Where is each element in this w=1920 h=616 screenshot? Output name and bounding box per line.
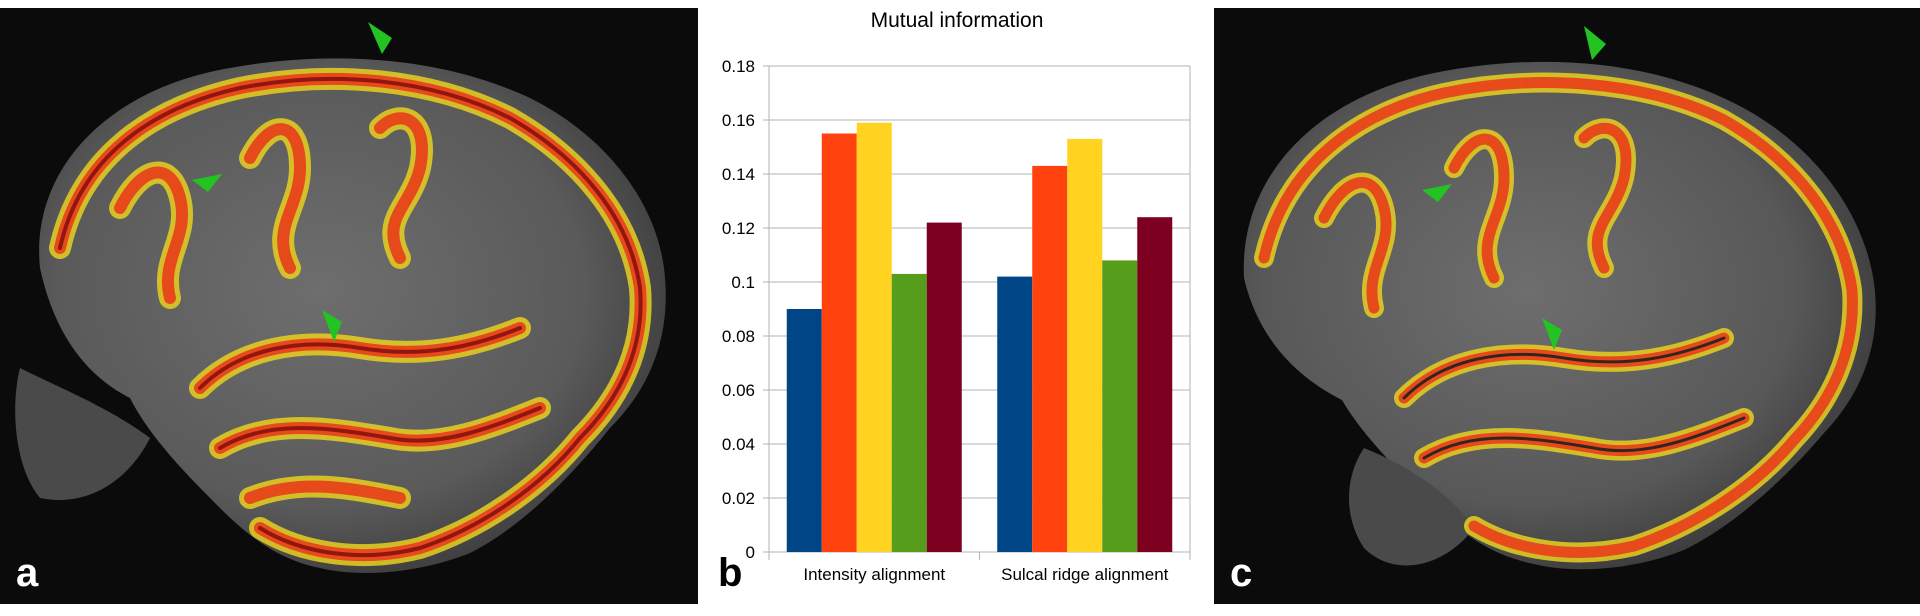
cortical-overlay [1254,72,1863,563]
bar-series-1-2 [997,276,1033,552]
bar-series-5-1 [926,222,962,552]
panel-label-c: c [1230,551,1253,595]
arrow-marker [1422,184,1452,202]
bar-series-2-1 [821,133,857,552]
y-tick-label: 0.06 [722,381,755,400]
panel-c-brain-image [1214,8,1920,604]
panel-a-brain-image [0,8,698,604]
bar-series-3-1 [856,122,892,552]
y-tick-label: 0.18 [722,57,755,76]
x-category-label: Sulcal ridge alignment [1001,565,1169,584]
panel-label-b: b [718,551,743,595]
bar-series-3-2 [1067,138,1103,552]
y-axis-ticks: 0 0.02 0.04 0.06 0.08 0.1 0.12 0.14 0.16 0.18 [722,57,769,562]
panel-label-a: a [16,551,39,595]
y-tick-label: 0.08 [722,327,755,346]
y-tick-label: 0 [746,543,755,562]
y-tick-label: 0.04 [722,435,755,454]
cortical-overlay [49,67,652,566]
brain-silhouette [39,58,666,574]
bar-series-1-1 [786,309,822,552]
y-tick-label: 0.1 [731,273,755,292]
x-category-label: Intensity alignment [803,565,945,584]
bars [786,122,1173,552]
green-arrows [192,22,392,342]
y-tick-label: 0.14 [722,165,755,184]
x-axis-ticks: Intensity alignment Sulcal ridge alignmen… [768,552,1191,584]
green-arrows [1422,26,1606,350]
y-tick-label: 0.02 [722,489,755,508]
brain-silhouette [1243,61,1876,570]
arrow-marker [1584,26,1606,60]
arrow-marker [368,22,392,54]
bar-series-2-2 [1032,165,1068,552]
y-tick-label: 0.16 [722,111,755,130]
arrow-marker [192,174,222,192]
y-tick-label: 0.12 [722,219,755,238]
chart-title: Mutual information [871,9,1044,32]
bar-series-5-2 [1137,217,1173,552]
brain-image-c [1214,8,1920,604]
cerebellum-region [15,368,151,500]
cerebellum-region [1349,448,1474,566]
arrow-marker [1542,318,1562,350]
mutual-information-chart: Mutual information 00.020.040.060.080.10… [722,9,1191,584]
arrow-marker [322,310,342,342]
panel-b-chart: Mutual information 0 0.02 0.04 0.06 0.08 0.1 0… [700,0,1212,611]
bar-series-4-1 [891,273,927,552]
bar-series-4-2 [1102,260,1138,552]
brain-image-a [0,8,698,604]
